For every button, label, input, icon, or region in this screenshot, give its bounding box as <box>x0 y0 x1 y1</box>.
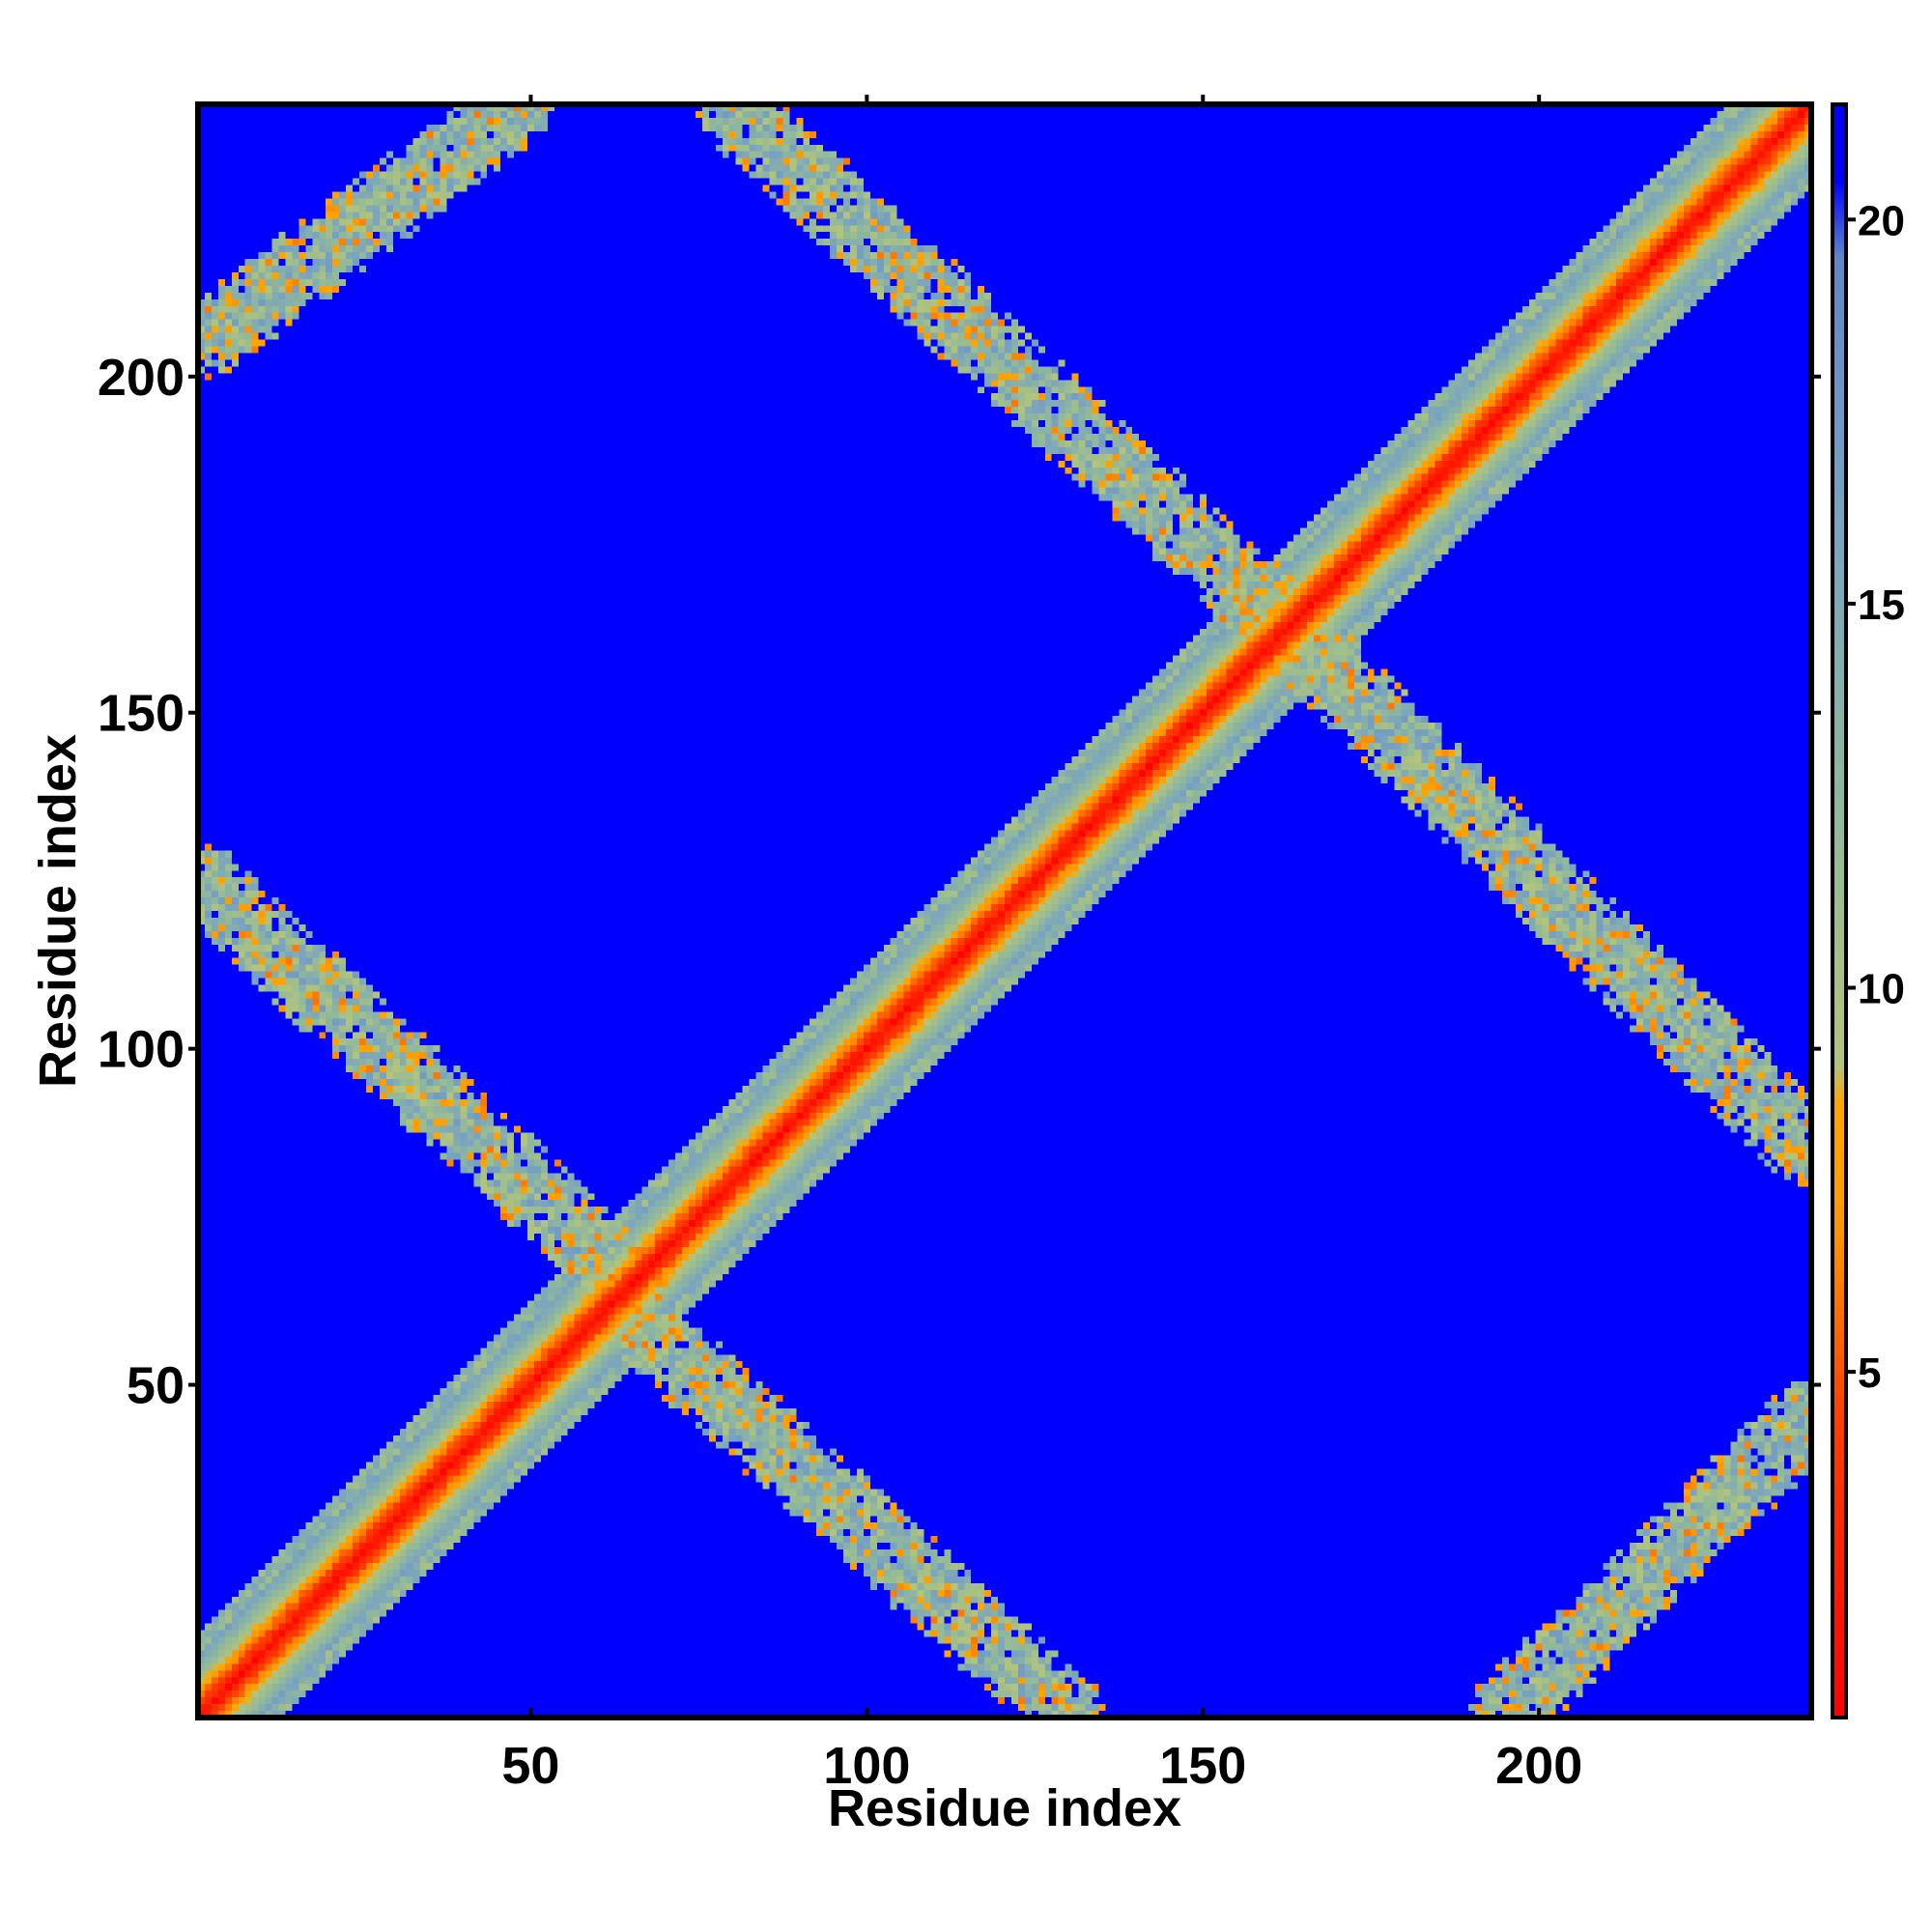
y-tick-label: 50 <box>127 1357 185 1415</box>
plot-frame <box>195 101 1814 1720</box>
x-tick-label: 100 <box>823 1737 910 1795</box>
colorbar: 5 10 15 20 <box>1831 102 1905 1719</box>
colorbar-ticks: 5 10 15 20 <box>1846 197 1905 1397</box>
y-tick-label: 200 <box>98 349 185 407</box>
x-tick-label: 200 <box>1495 1737 1582 1795</box>
x-tick-label: 150 <box>1159 1737 1246 1795</box>
x-axis: 50 100 150 200 <box>501 95 1582 1795</box>
colorbar-tick-label: 10 <box>1858 966 1905 1013</box>
y-tick-label: 150 <box>98 685 185 743</box>
x-tick-label: 50 <box>501 1737 559 1795</box>
y-axis: 50 100 150 200 <box>98 349 1821 1415</box>
colorbar-tick-label: 20 <box>1858 197 1905 244</box>
colorbar-tick-label: 5 <box>1858 1350 1881 1397</box>
x-axis-title: Residue index <box>828 1779 1181 1837</box>
y-axis-title: Residue index <box>29 734 87 1088</box>
heatmap-cells <box>198 104 1811 1718</box>
colorbar-tick-label: 15 <box>1858 582 1905 629</box>
y-tick-label: 100 <box>98 1021 185 1079</box>
heatmap-plot-area <box>195 101 1814 1720</box>
colorbar-gradient <box>1831 102 1848 1719</box>
